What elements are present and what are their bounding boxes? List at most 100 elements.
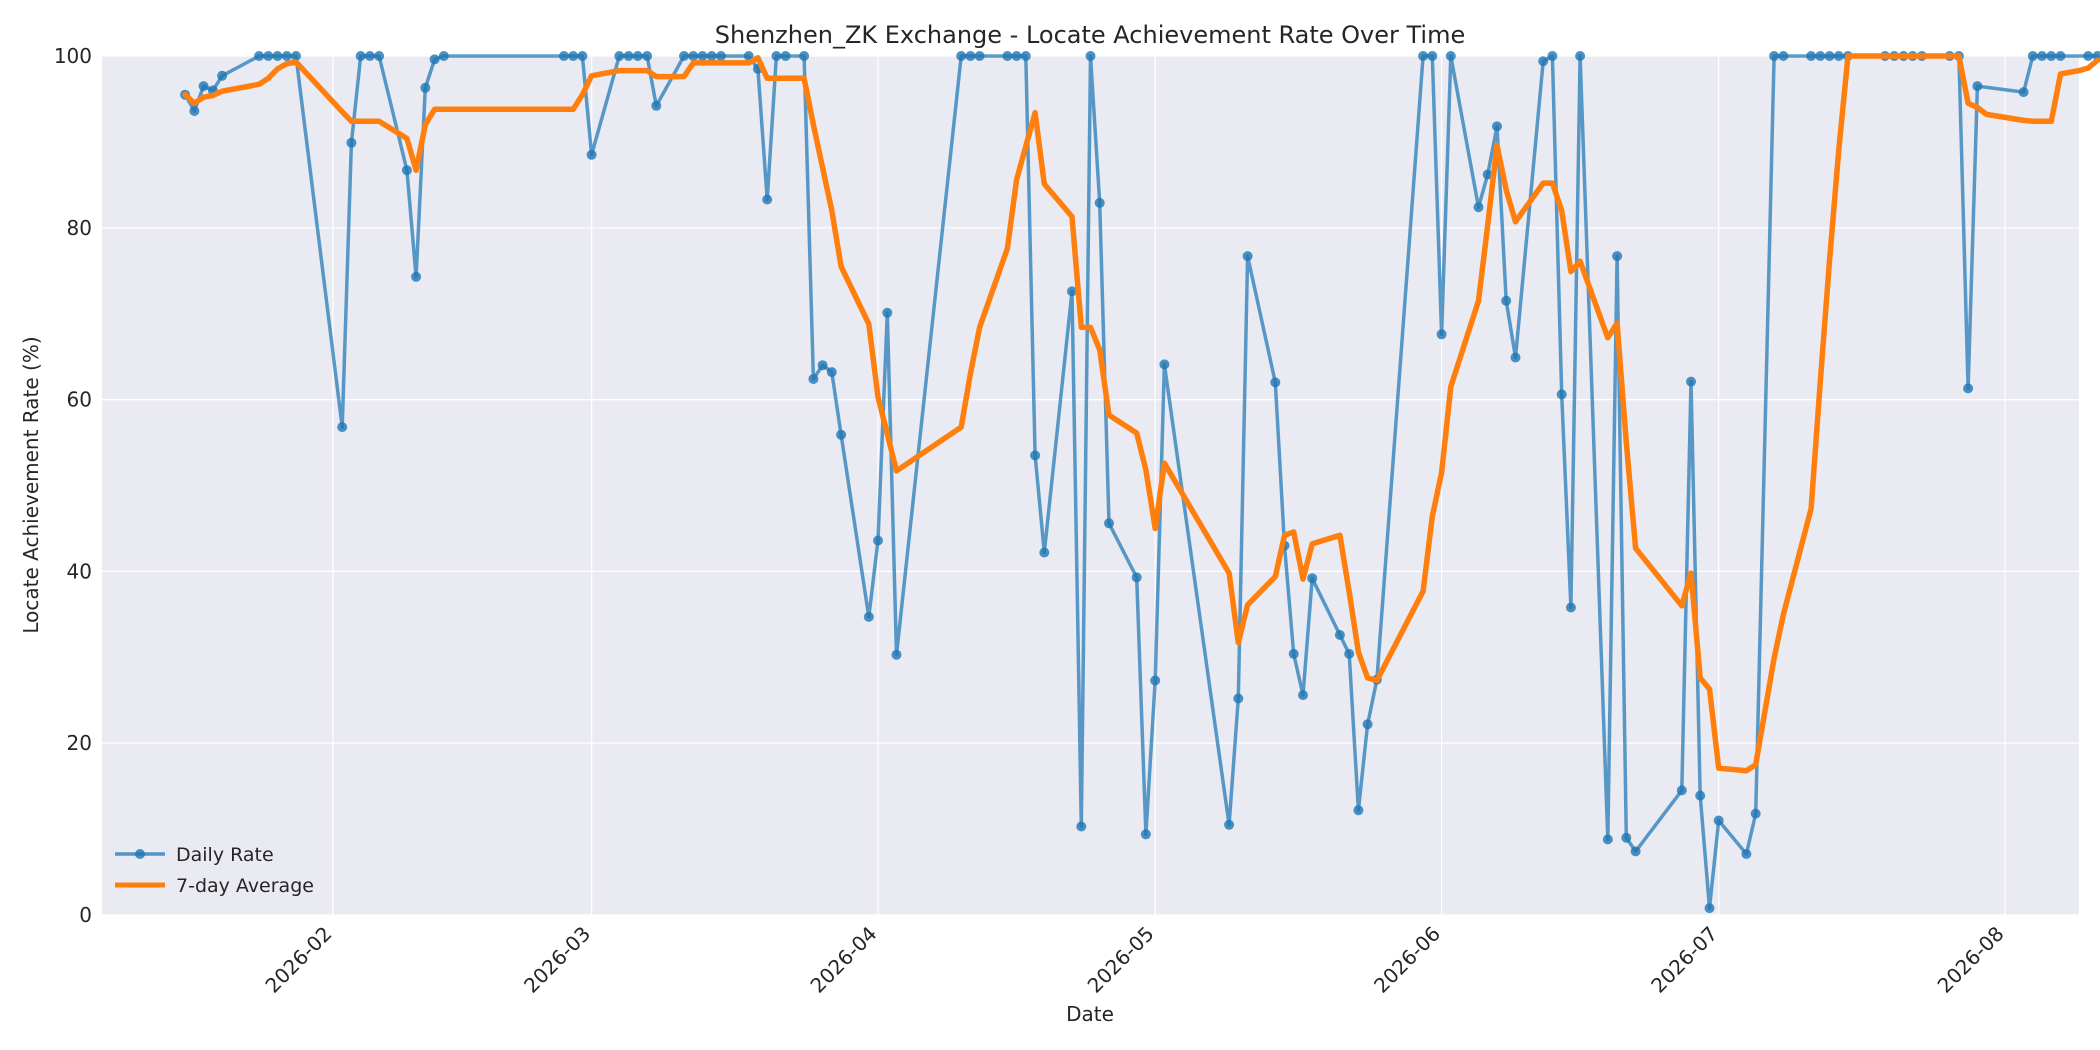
daily-rate-point xyxy=(568,51,579,61)
daily-rate-point xyxy=(1104,518,1114,529)
daily-rate-point xyxy=(817,360,828,371)
daily-rate-point xyxy=(1039,547,1050,558)
daily-rate-point xyxy=(1630,846,1641,857)
daily-rate-point xyxy=(1575,51,1586,61)
daily-rate-point xyxy=(1418,51,1429,61)
seven-day-average-line xyxy=(182,53,2100,774)
daily-rate-point xyxy=(1833,51,1844,61)
daily-rate-point xyxy=(1750,808,1761,819)
daily-rate-point xyxy=(614,51,625,61)
daily-rate-point xyxy=(355,51,366,61)
daily-rate-point xyxy=(364,51,375,61)
legend-7day-average-label: 7-day Average xyxy=(176,875,314,897)
daily-rate-point xyxy=(1270,377,1281,388)
daily-rate-point xyxy=(374,51,385,61)
daily-rate-point xyxy=(1362,719,1373,730)
legend: Daily Rate 7-day Average xyxy=(115,844,314,897)
daily-rate-point xyxy=(1556,389,1567,400)
daily-rate-point xyxy=(1806,51,1817,61)
daily-rate-point xyxy=(337,422,348,433)
daily-rate-point xyxy=(2037,51,2047,61)
daily-rate-point xyxy=(974,51,985,61)
x-axis-label: Date xyxy=(1066,1002,1114,1026)
y-tick-label: 20 xyxy=(67,731,92,755)
daily-rate-point xyxy=(1140,829,1151,840)
y-axis-label: Locate Achievement Rate (%) xyxy=(19,336,43,633)
y-tick-label: 0 xyxy=(79,903,92,927)
daily-rate-point xyxy=(716,51,726,61)
daily-rate-point xyxy=(1501,295,1512,306)
legend-daily-rate-label: Daily Rate xyxy=(176,844,274,866)
daily-rate-point xyxy=(891,649,902,660)
daily-rate-point xyxy=(1011,51,1022,61)
daily-rate-point xyxy=(1150,675,1161,686)
daily-rate-point xyxy=(1602,834,1613,845)
daily-rate-point xyxy=(1621,832,1632,843)
daily-rate-point xyxy=(1704,903,1715,914)
daily-rate-point xyxy=(1972,81,1983,92)
daily-rate-point xyxy=(189,106,200,116)
daily-rate-point xyxy=(1769,51,1780,61)
daily-rate-point xyxy=(558,51,569,61)
y-tick-label: 40 xyxy=(67,559,92,583)
daily-rate-point xyxy=(281,51,292,61)
daily-rate-point xyxy=(438,51,449,61)
daily-rate-point xyxy=(956,51,967,61)
daily-rate-point xyxy=(2055,51,2066,61)
daily-rate-point xyxy=(2018,87,2029,98)
daily-rate-point xyxy=(771,51,782,61)
daily-rate-point xyxy=(1565,602,1576,613)
daily-rate-point xyxy=(1344,648,1355,659)
daily-rate-point xyxy=(254,51,265,61)
daily-rate-point xyxy=(826,367,837,378)
daily-rate-point xyxy=(1547,51,1558,61)
daily-rate-point xyxy=(623,51,634,61)
daily-rate-point xyxy=(965,51,976,61)
daily-rate-point xyxy=(1076,821,1087,832)
daily-rate-point xyxy=(1224,819,1235,830)
daily-rate-point xyxy=(642,51,653,61)
daily-rate-point xyxy=(697,51,708,61)
daily-rate-point xyxy=(1713,815,1724,826)
daily-rate-point xyxy=(411,271,422,282)
daily-rate-point xyxy=(272,51,283,61)
daily-rate-point xyxy=(1741,849,1752,859)
daily-rate-point xyxy=(401,165,412,176)
daily-rate-point xyxy=(1778,51,1789,61)
daily-rate-point xyxy=(586,149,597,160)
daily-rate-point xyxy=(1353,805,1364,816)
daily-rate-point xyxy=(1085,51,1096,61)
daily-rate-point xyxy=(1427,51,1438,61)
chart-title: Shenzhen_ZK Exchange - Locate Achievemen… xyxy=(715,21,1466,49)
daily-rate-point xyxy=(1131,572,1142,583)
daily-rate-point xyxy=(1445,51,1456,61)
daily-rate-point xyxy=(799,51,810,61)
daily-rate-point xyxy=(1538,56,1549,67)
y-tick-label: 60 xyxy=(67,388,92,412)
y-tick-label: 100 xyxy=(54,44,92,68)
daily-rate-point xyxy=(420,82,431,93)
daily-rate-point xyxy=(2046,51,2057,61)
daily-rate-point xyxy=(780,51,791,61)
daily-rate-point xyxy=(1612,251,1623,262)
daily-rate-point xyxy=(651,100,662,111)
daily-rate-point xyxy=(679,51,689,61)
daily-rate-point xyxy=(1334,630,1345,640)
daily-rate-point xyxy=(1686,376,1696,387)
daily-rate-point xyxy=(1695,790,1706,801)
y-tick-label: 80 xyxy=(67,216,92,240)
daily-rate-point xyxy=(1482,169,1493,180)
daily-rate-point xyxy=(1492,121,1502,132)
daily-rate-point xyxy=(1030,450,1041,461)
daily-rate-point xyxy=(762,194,773,205)
daily-rate-point xyxy=(632,51,643,61)
daily-rate-point xyxy=(688,51,699,61)
daily-rate-point xyxy=(1020,51,1031,61)
daily-rate-point xyxy=(706,51,717,61)
daily-rate-point xyxy=(1242,251,1253,262)
daily-rate-point xyxy=(217,70,228,81)
daily-rate-point xyxy=(863,611,874,622)
daily-rate-point xyxy=(2027,51,2038,61)
daily-rate-point xyxy=(882,307,893,318)
